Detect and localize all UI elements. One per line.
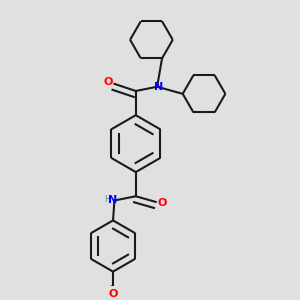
Text: O: O (108, 289, 118, 299)
Text: O: O (157, 198, 167, 208)
Text: H: H (104, 195, 110, 204)
Text: N: N (107, 195, 117, 205)
Text: O: O (103, 77, 113, 88)
Text: N: N (154, 82, 164, 92)
